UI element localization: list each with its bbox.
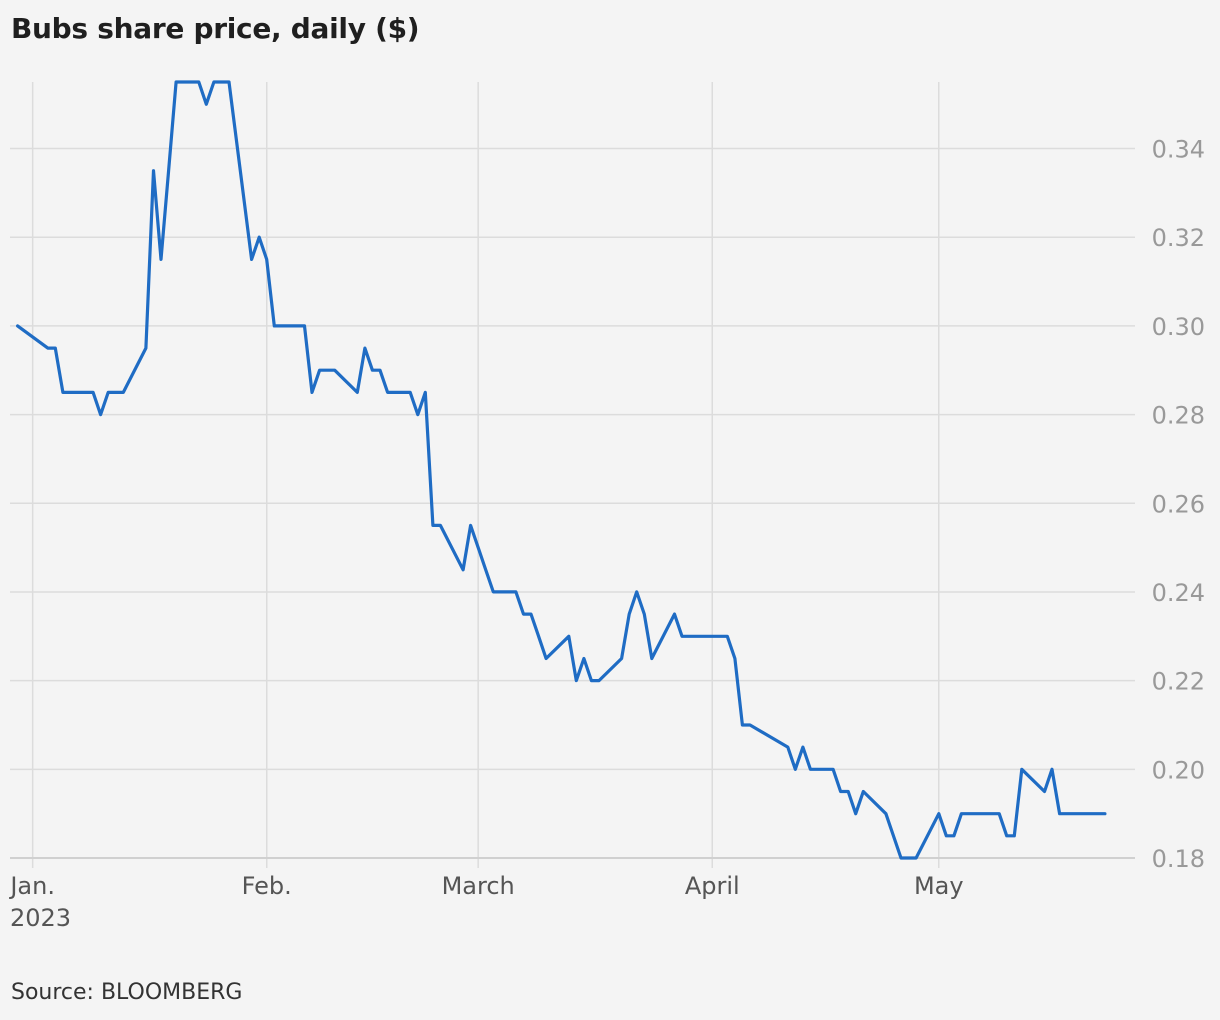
y-tick-label: 0.28 <box>1152 402 1205 430</box>
x-tick-label: Feb. <box>242 872 292 900</box>
label-layer: 0.18 0.20 0.22 0.24 0.26 0.28 0.30 0.32 0.34 Jan.… <box>8 136 1205 932</box>
y-tick-label: 0.34 <box>1152 136 1205 164</box>
x-tick-label: Jan. <box>8 872 55 900</box>
y-tick-label: 0.32 <box>1152 224 1205 252</box>
line-layer <box>16 80 1107 860</box>
source-note: Source: BLOOMBERG <box>11 980 243 1005</box>
y-tick-label: 0.20 <box>1152 756 1205 784</box>
x-tick-label: March <box>442 872 515 900</box>
series-line <box>16 80 1107 860</box>
y-tick-label: 0.30 <box>1152 313 1205 341</box>
y-tick-label: 0.22 <box>1152 668 1205 696</box>
x-tick-label: May <box>914 872 964 900</box>
grid-layer <box>10 82 1135 868</box>
y-tick-label: 0.18 <box>1152 845 1205 873</box>
y-tick-label: 0.24 <box>1152 579 1205 607</box>
x-tick-label: April <box>685 872 740 900</box>
y-tick-label: 0.26 <box>1152 490 1205 518</box>
chart-title: Bubs share price, daily ($) <box>11 12 420 45</box>
x-year-label: 2023 <box>10 904 71 932</box>
